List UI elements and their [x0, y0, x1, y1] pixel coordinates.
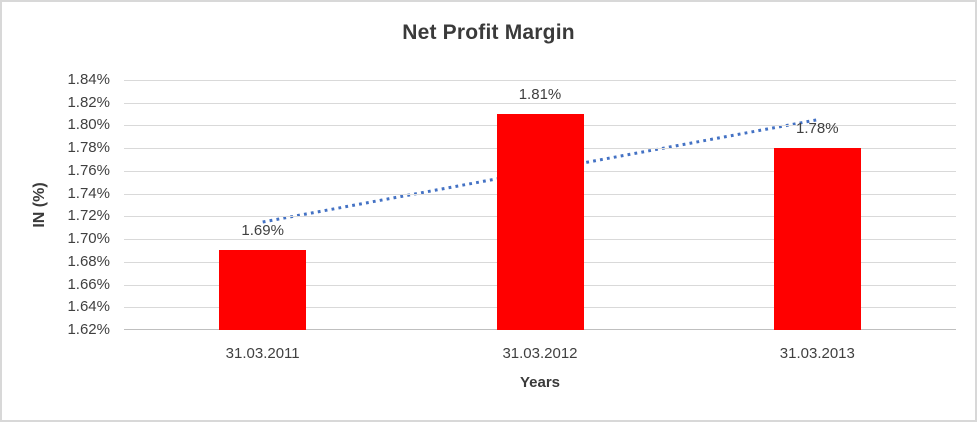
y-tick-label: 1.84% [67, 71, 110, 88]
plot-area [124, 80, 956, 330]
x-axis-title: Years [519, 374, 561, 391]
y-tick-label: 1.74% [67, 185, 110, 202]
y-tick-label: 1.66% [67, 276, 110, 293]
bar-value-label: 1.69% [241, 222, 284, 240]
bar-31.03.2012 [496, 114, 584, 330]
y-tick-label: 1.72% [67, 207, 110, 224]
y-tick-label: 1.80% [67, 116, 110, 133]
bar-value-label: 1.81% [518, 86, 562, 104]
gridline [124, 103, 956, 104]
bar-31.03.2013 [773, 148, 861, 330]
y-tick-label: 1.82% [67, 94, 110, 111]
y-tick-label: 1.62% [67, 321, 110, 338]
chart-title: Net Profit Margin [402, 21, 575, 44]
x-tick-label: 31.03.2013 [779, 345, 855, 362]
bar-value-label: 1.78% [796, 120, 839, 138]
x-tick-label: 31.03.2012 [502, 345, 578, 362]
y-tick-label: 1.70% [67, 230, 110, 247]
y-tick-label: 1.76% [67, 162, 110, 179]
gridline [124, 80, 956, 81]
bar-31.03.2011 [219, 250, 307, 330]
y-tick-label: 1.78% [67, 139, 110, 156]
x-tick-label: 31.03.2011 [225, 345, 300, 362]
y-tick-label: 1.68% [67, 253, 110, 270]
y-tick-label: 1.64% [67, 298, 110, 315]
